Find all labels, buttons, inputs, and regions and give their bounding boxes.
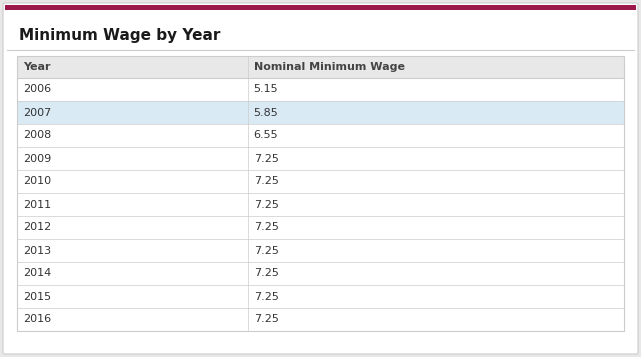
- Text: 2008: 2008: [23, 131, 51, 141]
- Bar: [17, 216, 624, 239]
- Text: 7.25: 7.25: [254, 176, 279, 186]
- Bar: [5, 5, 636, 10]
- Text: Nominal Minimum Wage: Nominal Minimum Wage: [254, 62, 404, 72]
- Text: 2016: 2016: [23, 315, 51, 325]
- Text: 7.25: 7.25: [254, 292, 279, 302]
- Bar: [17, 239, 624, 262]
- Text: 2013: 2013: [23, 246, 51, 256]
- Text: 7.25: 7.25: [254, 315, 279, 325]
- Text: 7.25: 7.25: [254, 200, 279, 210]
- Bar: [17, 56, 624, 78]
- Text: 7.25: 7.25: [254, 246, 279, 256]
- Text: 6.55: 6.55: [254, 131, 278, 141]
- Bar: [17, 262, 624, 285]
- Bar: [17, 78, 624, 101]
- Text: Year: Year: [23, 62, 51, 72]
- Text: 2014: 2014: [23, 268, 51, 278]
- Text: 2010: 2010: [23, 176, 51, 186]
- Text: 7.25: 7.25: [254, 268, 279, 278]
- Text: 7.25: 7.25: [254, 222, 279, 232]
- Text: Minimum Wage by Year: Minimum Wage by Year: [19, 28, 221, 43]
- Text: 2007: 2007: [23, 107, 51, 117]
- Text: 5.85: 5.85: [254, 107, 278, 117]
- Bar: [17, 193, 624, 216]
- Bar: [17, 170, 624, 193]
- Text: 2012: 2012: [23, 222, 51, 232]
- Bar: [17, 124, 624, 147]
- Bar: [17, 101, 624, 124]
- Text: 7.25: 7.25: [254, 154, 279, 164]
- Bar: [17, 285, 624, 308]
- FancyBboxPatch shape: [3, 3, 638, 354]
- Text: 2011: 2011: [23, 200, 51, 210]
- Bar: [17, 147, 624, 170]
- Bar: [17, 56, 624, 331]
- Bar: [17, 308, 624, 331]
- Text: 5.15: 5.15: [254, 85, 278, 95]
- Text: 2015: 2015: [23, 292, 51, 302]
- Text: 2006: 2006: [23, 85, 51, 95]
- Text: 2009: 2009: [23, 154, 51, 164]
